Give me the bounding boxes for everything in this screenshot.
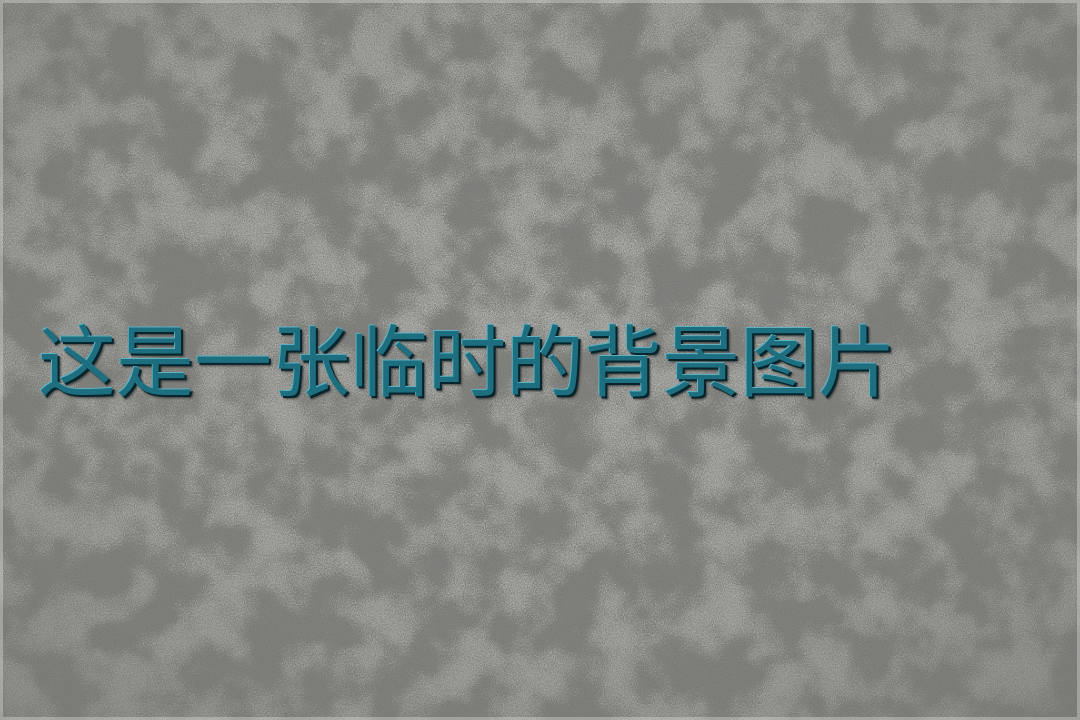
headline-text: 这是一张临时的背景图片 (38, 319, 897, 409)
